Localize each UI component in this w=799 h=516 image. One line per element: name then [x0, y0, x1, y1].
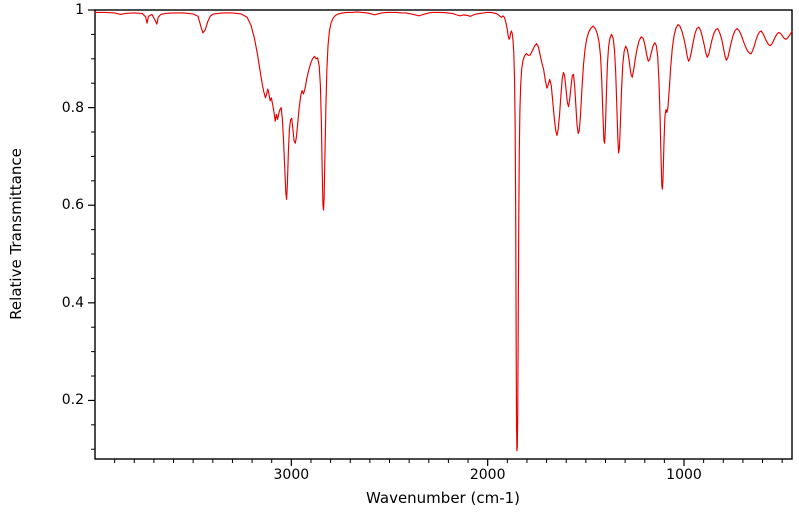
- plot-frame: [94, 9, 793, 460]
- y-axis-title: Relative Transmittance: [7, 148, 25, 320]
- x-axis-title: Wavenumber (cm-1): [366, 489, 520, 507]
- spectrum-line: [94, 11, 793, 452]
